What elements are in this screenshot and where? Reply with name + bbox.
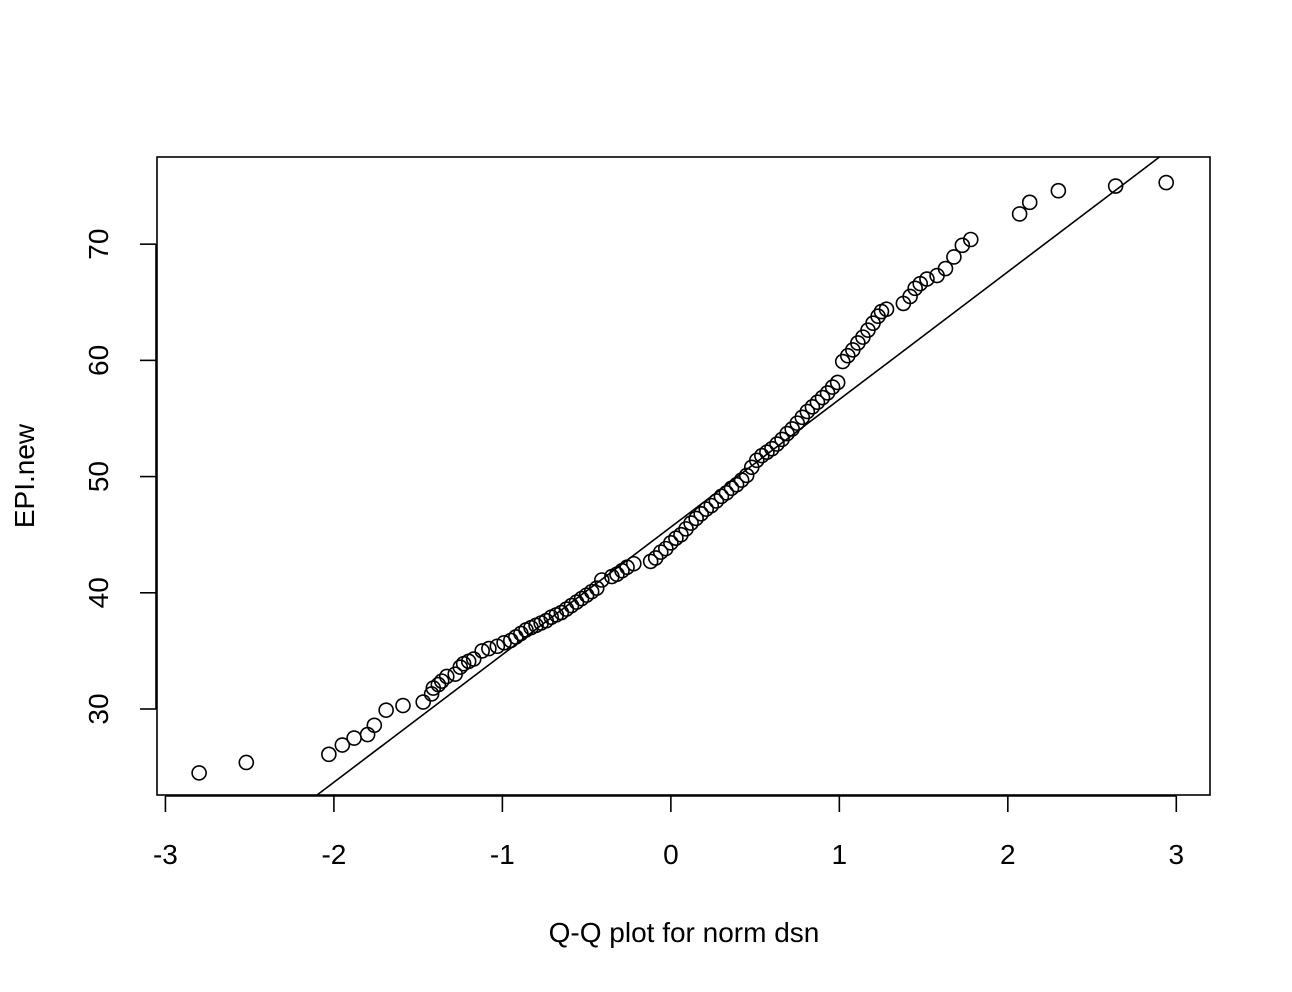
y-tick-label: 70 — [83, 229, 114, 260]
data-point-8 — [395, 697, 411, 714]
y-tick-label: 40 — [83, 577, 114, 608]
data-point-72 — [764, 440, 780, 457]
data-point-50 — [652, 544, 669, 560]
data-point-65 — [728, 476, 745, 493]
data-point-53 — [668, 530, 684, 546]
data-point-105 — [962, 231, 979, 248]
data-point-48 — [642, 553, 659, 570]
data-point-87 — [839, 347, 856, 364]
data-point-66 — [733, 472, 750, 488]
data-point-104 — [954, 237, 971, 254]
data-point-21 — [481, 640, 497, 657]
data-point-3 — [334, 737, 351, 753]
y-tick-label: 50 — [83, 461, 114, 492]
data-point-58 — [693, 505, 709, 522]
data-point-7 — [378, 702, 394, 718]
data-point-19 — [465, 651, 482, 667]
data-point-47 — [625, 555, 642, 572]
data-point-95 — [878, 301, 895, 318]
x-tick-label: 2 — [1000, 839, 1016, 870]
data-point-45 — [614, 562, 630, 579]
data-point-52 — [663, 535, 679, 551]
data-point-9 — [415, 694, 431, 710]
data-point-79 — [799, 403, 816, 420]
data-point-85 — [829, 374, 846, 391]
data-point-83 — [819, 385, 836, 401]
data-point-74 — [774, 431, 790, 448]
x-tick-label: -1 — [490, 839, 515, 870]
data-point-110 — [1158, 174, 1174, 191]
data-point-73 — [769, 436, 785, 452]
reference-line-group — [316, 157, 1160, 795]
data-point-49 — [647, 550, 664, 566]
data-point-62 — [713, 488, 730, 505]
data-point-81 — [809, 394, 826, 411]
data-point-69 — [748, 452, 765, 469]
data-point-40 — [583, 583, 600, 600]
data-point-82 — [814, 389, 831, 406]
data-point-16 — [452, 659, 469, 675]
data-point-109 — [1107, 178, 1124, 194]
data-point-61 — [708, 493, 725, 509]
data-point-84 — [824, 379, 841, 395]
x-axis: -3 -2 -1 0 1 2 3 — [153, 795, 1185, 870]
data-point-89 — [850, 335, 866, 351]
qq-reference-line — [316, 157, 1160, 795]
y-axis: 30 40 50 60 70 — [83, 229, 157, 725]
y-axis-title: EPI.new — [9, 423, 40, 528]
data-point-108 — [1050, 182, 1067, 199]
data-point-6 — [366, 717, 383, 734]
data-point-80 — [804, 399, 821, 415]
data-point-102 — [937, 260, 954, 277]
data-point-57 — [688, 510, 704, 527]
data-point-78 — [794, 409, 811, 426]
data-point-13 — [433, 673, 450, 689]
data-point-67 — [738, 467, 755, 484]
data-point-25 — [508, 629, 524, 645]
data-point-86 — [834, 353, 851, 370]
data-point-2 — [321, 746, 337, 763]
data-point-97 — [902, 288, 918, 305]
data-point-76 — [784, 421, 800, 437]
data-point-42 — [593, 572, 610, 588]
data-point-103 — [946, 249, 962, 265]
data-point-75 — [779, 425, 795, 442]
data-point-1 — [238, 754, 255, 771]
x-tick-label: 1 — [832, 839, 848, 870]
data-point-98 — [907, 280, 923, 297]
data-point-5 — [359, 726, 376, 743]
data-point-63 — [718, 485, 735, 501]
data-point-60 — [703, 497, 720, 514]
data-point-64 — [723, 480, 740, 497]
data-point-20 — [474, 643, 490, 659]
data-point-107 — [1021, 194, 1038, 211]
data-point-44 — [609, 566, 625, 582]
y-tick-label: 30 — [83, 693, 114, 724]
data-point-12 — [430, 676, 447, 693]
data-point-55 — [678, 521, 694, 537]
x-tick-label: 3 — [1169, 839, 1185, 870]
data-point-100 — [919, 271, 935, 287]
x-tick-label: -2 — [321, 839, 346, 870]
x-tick-label: 0 — [663, 839, 679, 870]
data-points — [191, 174, 1174, 781]
data-point-41 — [588, 580, 605, 596]
plot-frame — [156, 156, 1211, 796]
data-point-77 — [789, 415, 806, 431]
data-point-0 — [191, 765, 207, 781]
data-point-4 — [346, 730, 362, 746]
data-point-106 — [1011, 206, 1028, 222]
data-point-59 — [698, 501, 715, 517]
y-tick-label: 60 — [83, 345, 114, 376]
data-point-71 — [759, 444, 775, 460]
x-axis-title: Q-Q plot for norm dsn — [549, 917, 820, 948]
data-point-56 — [683, 515, 699, 531]
data-point-54 — [673, 526, 689, 543]
data-point-14 — [438, 668, 455, 685]
x-tick-label: -3 — [153, 839, 178, 870]
data-point-26 — [513, 625, 529, 642]
data-point-51 — [658, 540, 674, 557]
